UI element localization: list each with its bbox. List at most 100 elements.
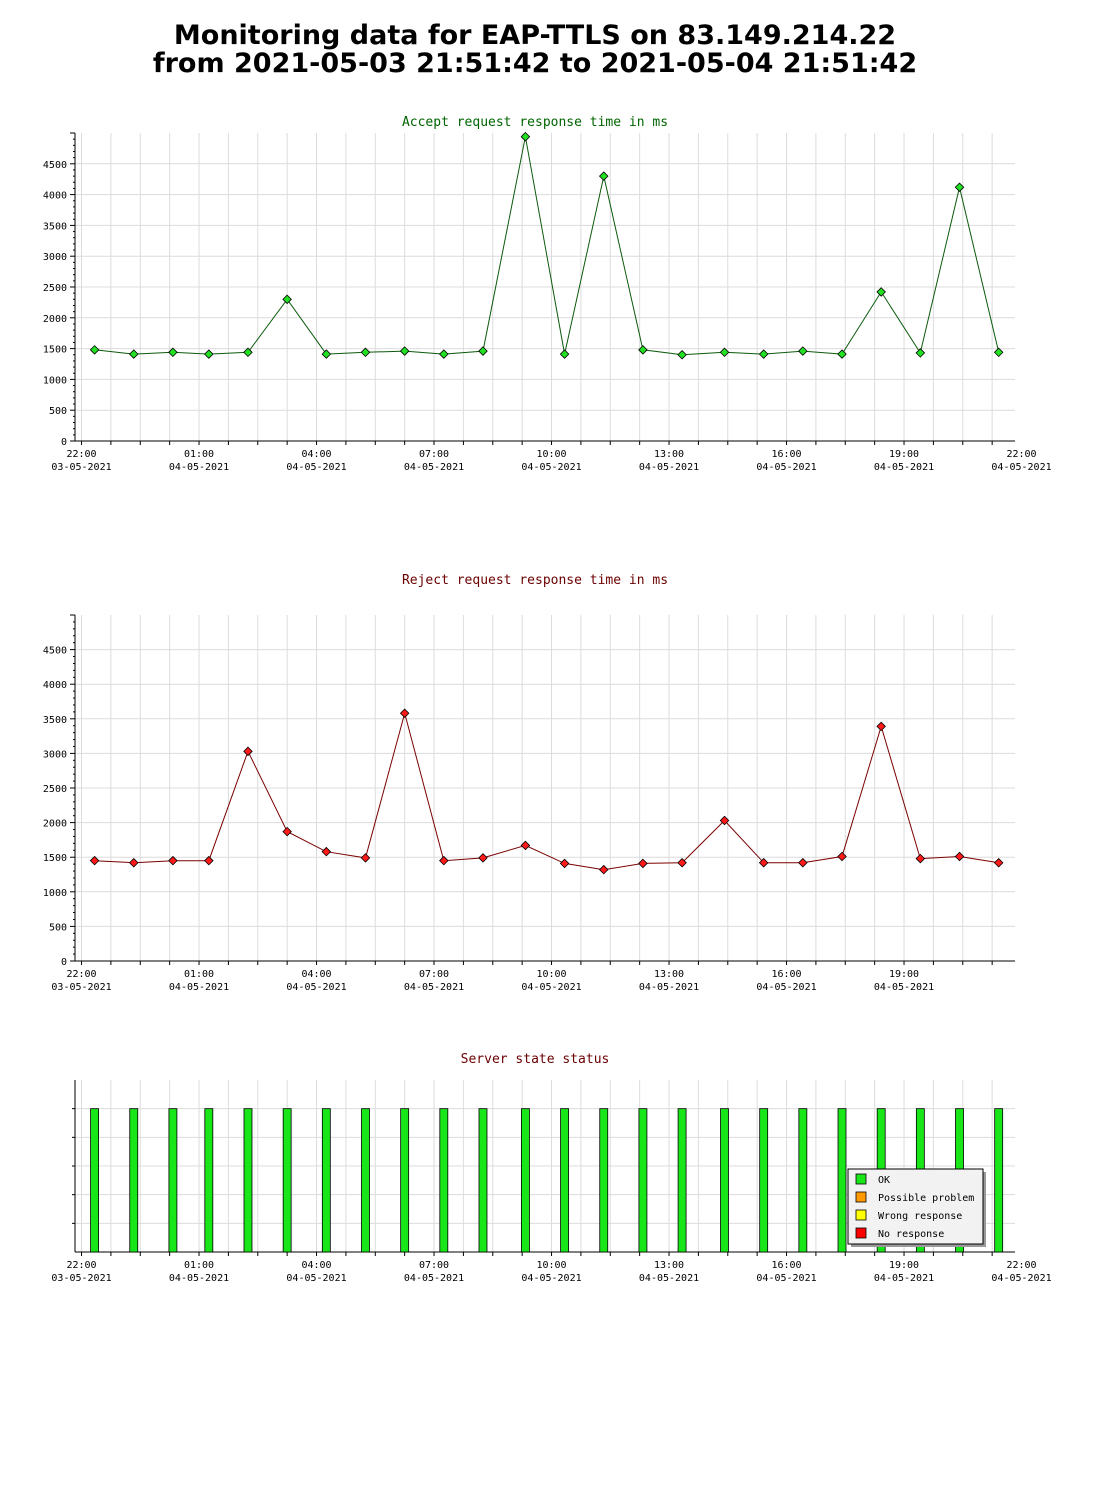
x-tick-label-time: 22:00	[1006, 449, 1036, 460]
y-tick-label: 2000	[43, 819, 67, 830]
y-tick-label: 4500	[43, 160, 67, 171]
reject-data-point	[168, 855, 178, 866]
y-tick-label: 2500	[43, 283, 67, 294]
x-tick-label-date: 04-05-2021	[169, 462, 229, 473]
x-tick-label-date: 04-05-2021	[286, 1273, 346, 1284]
x-tick-label-time: 19:00	[889, 449, 919, 460]
x-tick-label-time: 16:00	[771, 449, 801, 460]
x-tick-label-time: 13:00	[654, 1260, 684, 1271]
reject-data-point	[128, 857, 139, 868]
accept-data-point	[719, 347, 730, 358]
x-tick-label-date: 03-05-2021	[51, 1273, 111, 1284]
reject-chart: 22:00 03-05-2021 01:00 04-05-2021 04:00 04-05…	[43, 614, 1015, 993]
y-tick-label: 2000	[43, 314, 67, 325]
status-bar	[560, 1108, 569, 1253]
x-tick-label-time: 22:00	[1006, 1260, 1036, 1271]
y-tick-label: 2500	[43, 784, 67, 795]
status-bar	[677, 1108, 687, 1253]
reject-data-point	[399, 708, 410, 719]
x-tick-label-date: 03-05-2021	[51, 982, 111, 993]
accept-data-point	[915, 348, 926, 358]
status-bar	[204, 1108, 214, 1253]
accept-chart: 22:00 03-05-2021 01:00 04-05-2021 04:00 04-05…	[43, 131, 1052, 473]
status-chart-title: Server state status	[461, 1052, 610, 1067]
status-bar	[400, 1108, 410, 1253]
y-tick-label: 1500	[43, 853, 67, 864]
accept-data-point	[321, 349, 332, 359]
x-tick-label-time: 01:00	[184, 449, 214, 460]
accept-data-point	[399, 346, 410, 356]
reject-data-point	[719, 815, 730, 826]
y-tick-label: 3000	[43, 252, 67, 263]
status-bar	[638, 1108, 648, 1253]
x-tick-label-time: 04:00	[301, 449, 331, 460]
status-bar	[282, 1108, 292, 1253]
accept-data-point	[876, 287, 886, 297]
accept-data-point	[243, 347, 253, 358]
legend-swatch	[855, 1227, 867, 1239]
x-tick-label-date: 04-05-2021	[756, 462, 816, 473]
y-tick-label: 1000	[43, 888, 67, 899]
accept-data-point	[168, 347, 178, 358]
x-tick-label-date: 04-05-2021	[639, 1273, 699, 1284]
reject-data-point	[282, 826, 292, 837]
x-tick-label-time: 04:00	[301, 969, 331, 980]
x-tick-label-time: 16:00	[771, 969, 801, 980]
status-bar	[837, 1108, 847, 1253]
accept-data-point	[520, 131, 531, 142]
x-tick-label-date: 04-05-2021	[286, 462, 346, 473]
legend-label: Wrong response	[878, 1211, 962, 1222]
reject-data-point	[798, 857, 808, 868]
x-tick-label-date: 04-05-2021	[991, 462, 1051, 473]
x-tick-label-date: 04-05-2021	[169, 1273, 229, 1284]
accept-data-point	[89, 345, 100, 355]
status-bar	[478, 1108, 488, 1253]
x-tick-label-date: 04-05-2021	[404, 462, 464, 473]
x-tick-label-time: 19:00	[889, 1260, 919, 1271]
x-tick-label-time: 10:00	[536, 969, 566, 980]
accept-data-point	[559, 349, 570, 359]
x-tick-label-date: 03-05-2021	[51, 462, 111, 473]
page-title: Monitoring data for EAP-TTLS on 83.149.2…	[0, 22, 1070, 78]
y-tick-label: 500	[49, 406, 67, 417]
status-bar	[798, 1108, 808, 1253]
x-tick-label-date: 04-05-2021	[639, 462, 699, 473]
x-tick-label-time: 07:00	[419, 449, 449, 460]
accept-data-point	[837, 349, 847, 359]
reject-data-point	[439, 855, 449, 866]
accept-data-point	[598, 171, 609, 181]
status-bar	[243, 1108, 253, 1253]
status-bar	[720, 1108, 729, 1253]
status-bar	[994, 1108, 1004, 1253]
x-tick-label-time: 13:00	[654, 969, 684, 980]
x-tick-label-date: 04-05-2021	[756, 1273, 816, 1284]
status-bar	[168, 1108, 178, 1253]
page-title-line-1: Monitoring data for EAP-TTLS on 83.149.2…	[173, 20, 897, 51]
x-tick-label-time: 22:00	[66, 449, 96, 460]
x-tick-label-date: 04-05-2021	[169, 982, 229, 993]
reject-series-line	[94, 711, 999, 871]
reject-data-point	[478, 853, 488, 863]
reject-data-point	[559, 858, 570, 869]
y-tick-label: 4000	[43, 191, 67, 202]
accept-data-point	[478, 346, 488, 356]
y-tick-label: 0	[61, 437, 67, 448]
status-bar	[129, 1108, 139, 1253]
status-chart: 22:00 03-05-2021 01:00 04-05-2021 04:00 04-05…	[51, 1080, 1052, 1284]
y-tick-label: 4500	[43, 646, 67, 657]
y-tick-label: 4000	[43, 680, 67, 691]
accept-data-point	[439, 349, 449, 359]
accept-data-point	[282, 294, 292, 305]
x-tick-label-time: 19:00	[889, 969, 919, 980]
reject-data-point	[638, 858, 648, 869]
x-tick-label-date: 04-05-2021	[874, 982, 934, 993]
x-tick-label-time: 13:00	[654, 449, 684, 460]
x-tick-label-date: 04-05-2021	[874, 462, 934, 473]
x-tick-label-date: 04-05-2021	[521, 462, 581, 473]
y-tick-label: 500	[49, 922, 67, 933]
reject-data-point	[837, 851, 847, 862]
x-tick-label-date: 04-05-2021	[991, 1273, 1051, 1284]
x-tick-label-time: 16:00	[771, 1260, 801, 1271]
y-tick-label: 1000	[43, 375, 67, 386]
